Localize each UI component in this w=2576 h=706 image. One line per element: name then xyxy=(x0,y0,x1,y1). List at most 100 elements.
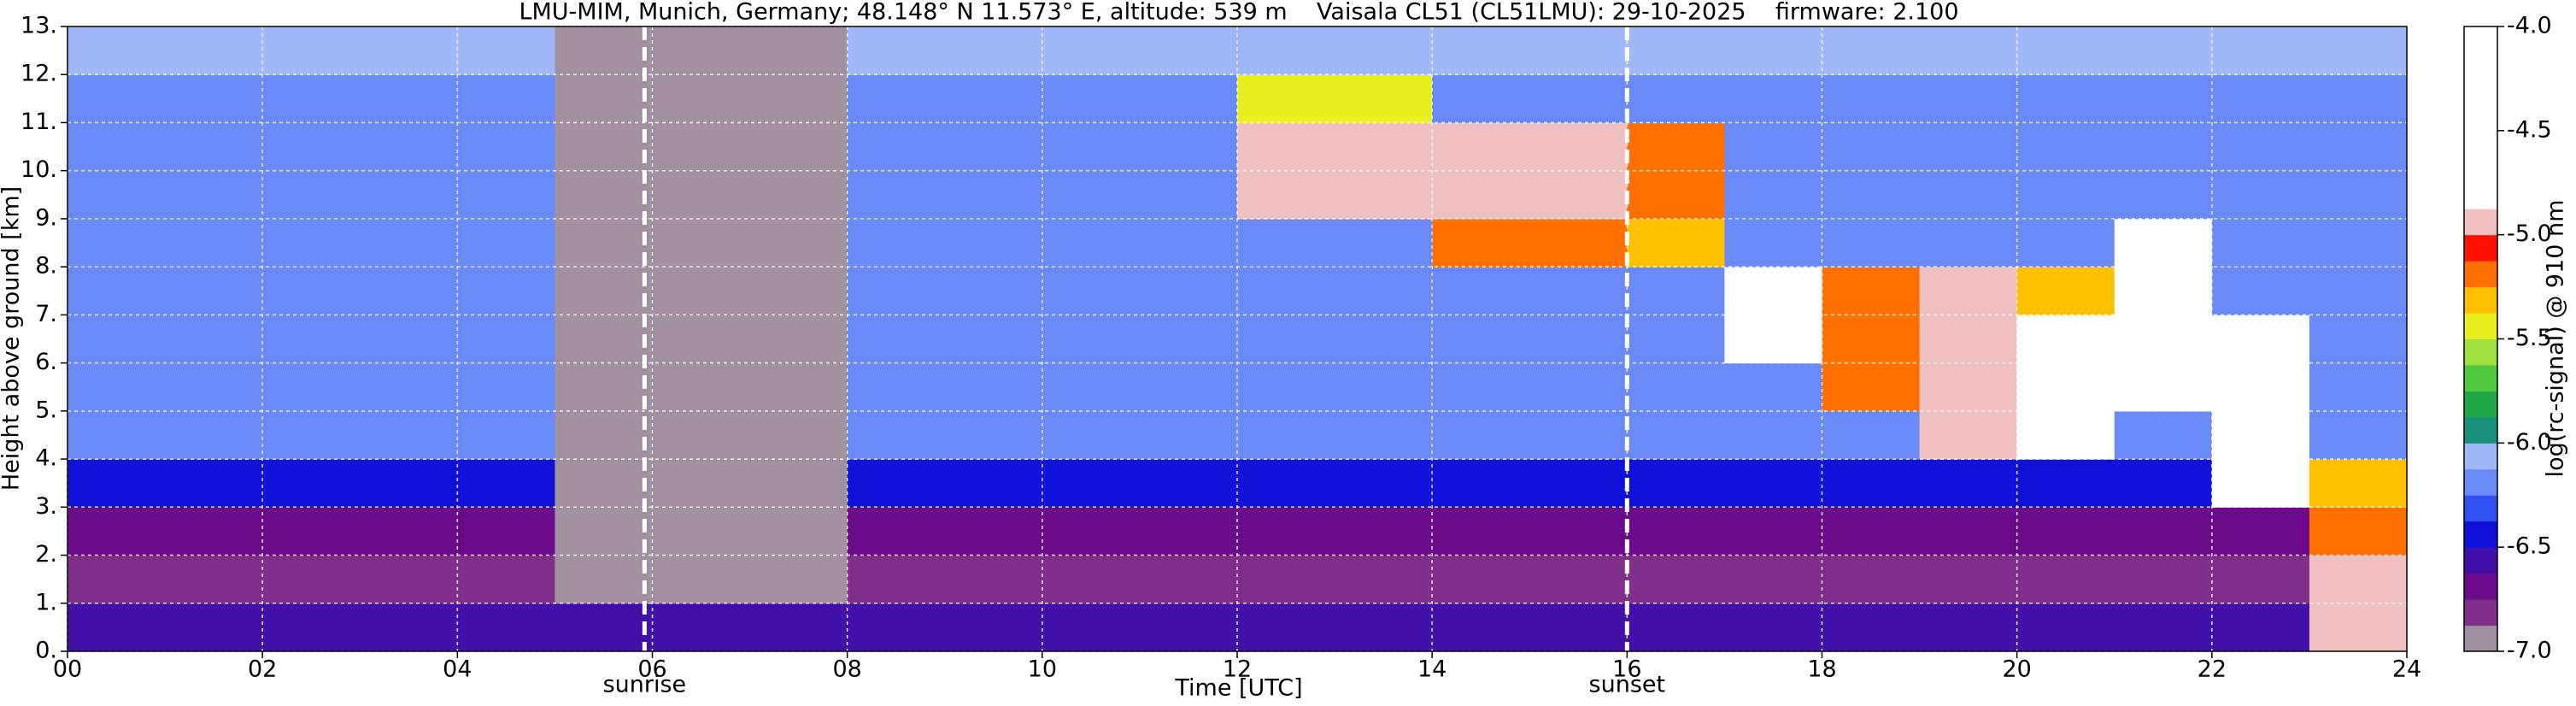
heatmap-cell xyxy=(1335,170,1433,220)
heatmap-cell xyxy=(847,74,946,123)
heatmap-cell xyxy=(457,362,555,412)
heatmap-cell xyxy=(2016,267,2115,315)
heatmap-cell xyxy=(457,267,555,315)
heatmap-cell xyxy=(1529,170,1628,220)
heatmap-cell xyxy=(1822,603,1921,652)
heatmap-cell xyxy=(262,459,361,508)
heatmap-cell xyxy=(1042,410,1141,460)
heatmap-cell xyxy=(1432,122,1530,172)
heatmap-cell xyxy=(944,603,1043,652)
heatmap-cell xyxy=(457,26,555,75)
heatmap-cell xyxy=(1627,122,1725,172)
heatmap-cell xyxy=(1529,410,1628,460)
heatmap-cell xyxy=(847,459,946,508)
heatmap-cell xyxy=(1822,362,1921,412)
heatmap-cell xyxy=(67,555,166,604)
heatmap-cell xyxy=(749,267,848,315)
heatmap-cell xyxy=(67,267,166,315)
heatmap-cell xyxy=(1042,362,1141,412)
heatmap-cell xyxy=(2114,603,2213,652)
colorbar-segment xyxy=(2464,261,2497,288)
heatmap-cell xyxy=(1139,555,1238,604)
heatmap-cell xyxy=(652,26,751,75)
heatmap-cell xyxy=(262,410,361,460)
heatmap-cell xyxy=(1432,218,1530,268)
heatmap-cell xyxy=(944,122,1043,172)
heatmap-cell xyxy=(1139,122,1238,172)
heatmap-cell xyxy=(555,170,653,220)
colorbar-segment xyxy=(2464,130,2497,157)
heatmap-cell xyxy=(1139,459,1238,508)
heatmap-cell xyxy=(1042,122,1141,172)
heatmap-cell xyxy=(1822,507,1921,556)
colorbar-segment xyxy=(2464,495,2497,522)
x-tick-label: 22 xyxy=(2198,656,2227,683)
heatmap-cell xyxy=(749,410,848,460)
colorbar-label: log(rc-signal) @ 910 nm xyxy=(2543,200,2569,478)
heatmap-cell xyxy=(749,603,848,652)
heatmap-cell xyxy=(1237,74,1335,123)
heatmap-cell xyxy=(2211,603,2310,652)
heatmap-cell xyxy=(1627,603,1725,652)
heatmap-cell xyxy=(1724,315,1822,364)
heatmap-cell xyxy=(2211,507,2310,556)
heatmap-cell xyxy=(2309,74,2408,123)
heatmap-cell xyxy=(457,507,555,556)
heatmap-cell xyxy=(262,170,361,220)
heatmap-cell xyxy=(2211,74,2310,123)
heatmap-cell xyxy=(749,26,848,75)
heatmap-cell xyxy=(67,507,166,556)
heatmap-cell xyxy=(1139,603,1238,652)
heatmap-cell xyxy=(1627,267,1725,315)
colorbar-segment xyxy=(2464,78,2497,105)
colorbar-segment xyxy=(2464,286,2497,314)
heatmap-cell xyxy=(2114,459,2213,508)
heatmap-cell xyxy=(1432,362,1530,412)
heatmap-cell xyxy=(1724,410,1822,460)
heatmap-cell xyxy=(1237,459,1335,508)
heatmap-cell xyxy=(749,122,848,172)
y-tick-label: 1. xyxy=(35,589,57,615)
heatmap-cell xyxy=(1627,26,1725,75)
heatmap-cell xyxy=(847,267,946,315)
heatmap-cell xyxy=(457,315,555,364)
heatmap-cell xyxy=(1724,267,1822,315)
y-tick-label: 0. xyxy=(35,638,57,664)
heatmap-cell xyxy=(457,603,555,652)
heatmap-cell xyxy=(2309,555,2408,604)
colorbar-tick-label: -4.5 xyxy=(2507,116,2552,143)
heatmap-cell xyxy=(1724,507,1822,556)
heatmap-cell xyxy=(457,459,555,508)
y-tick-label: 10. xyxy=(21,156,57,183)
heatmap-cell xyxy=(67,603,166,652)
heatmap-cell xyxy=(2309,459,2408,508)
heatmap-cell xyxy=(165,507,263,556)
heatmap-cell xyxy=(165,74,263,123)
heatmap-cell xyxy=(1627,218,1725,268)
heatmap-cell xyxy=(944,555,1043,604)
heatmap-cell xyxy=(944,362,1043,412)
heatmap-cell xyxy=(165,555,263,604)
heatmap-cell xyxy=(1139,26,1238,75)
heatmap-cell xyxy=(2211,170,2310,220)
y-tick-label: 4. xyxy=(35,445,57,472)
heatmap-cell xyxy=(457,122,555,172)
heatmap-cell xyxy=(1237,555,1335,604)
heatmap-cell xyxy=(1627,74,1725,123)
heatmap-cell xyxy=(165,315,263,364)
heatmap-cell xyxy=(360,170,458,220)
chart-title: LMU-MIM, Munich, Germany; 48.148° N 11.5… xyxy=(519,0,1958,26)
heatmap-cell xyxy=(1529,555,1628,604)
heatmap-cell xyxy=(1627,170,1725,220)
heatmap-cell xyxy=(944,74,1043,123)
x-tick-label: 06 xyxy=(637,656,666,683)
heatmap-cell xyxy=(2114,555,2213,604)
heatmap-cell xyxy=(944,170,1043,220)
heatmap-cell xyxy=(165,170,263,220)
heatmap-cell xyxy=(2309,218,2408,268)
y-tick-label: 5. xyxy=(35,397,57,423)
colorbar-segment xyxy=(2464,364,2497,391)
heatmap-cell xyxy=(2211,410,2310,460)
heatmap-cell xyxy=(1042,170,1141,220)
heatmap-cell xyxy=(652,507,751,556)
